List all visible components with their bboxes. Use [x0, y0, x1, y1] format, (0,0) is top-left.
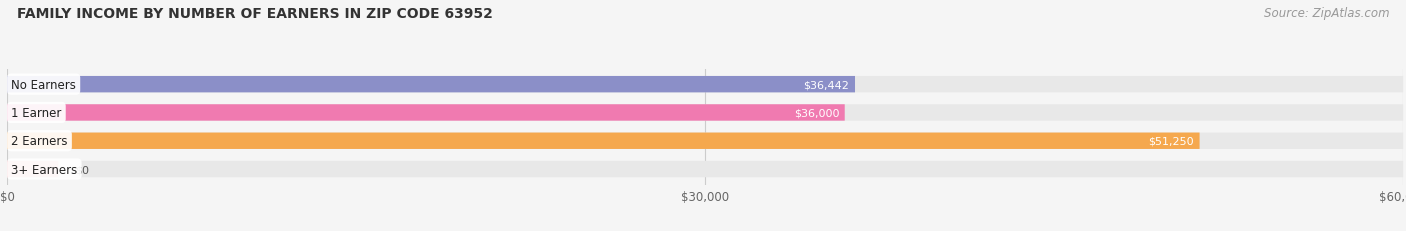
Text: 2 Earners: 2 Earners	[11, 135, 67, 148]
FancyBboxPatch shape	[7, 77, 1403, 93]
FancyBboxPatch shape	[7, 105, 845, 121]
FancyBboxPatch shape	[7, 161, 58, 177]
Text: 1 Earner: 1 Earner	[11, 106, 62, 119]
FancyBboxPatch shape	[7, 105, 1403, 121]
FancyBboxPatch shape	[7, 133, 1199, 149]
FancyBboxPatch shape	[7, 161, 1403, 177]
Text: Source: ZipAtlas.com: Source: ZipAtlas.com	[1264, 7, 1389, 20]
FancyBboxPatch shape	[7, 77, 855, 93]
Text: 3+ Earners: 3+ Earners	[11, 163, 77, 176]
FancyBboxPatch shape	[7, 133, 1403, 149]
Text: $0: $0	[75, 164, 89, 174]
Text: $51,250: $51,250	[1149, 136, 1194, 146]
Text: $36,000: $36,000	[793, 108, 839, 118]
Text: $36,442: $36,442	[804, 80, 849, 90]
Text: No Earners: No Earners	[11, 78, 76, 91]
Text: FAMILY INCOME BY NUMBER OF EARNERS IN ZIP CODE 63952: FAMILY INCOME BY NUMBER OF EARNERS IN ZI…	[17, 7, 492, 21]
